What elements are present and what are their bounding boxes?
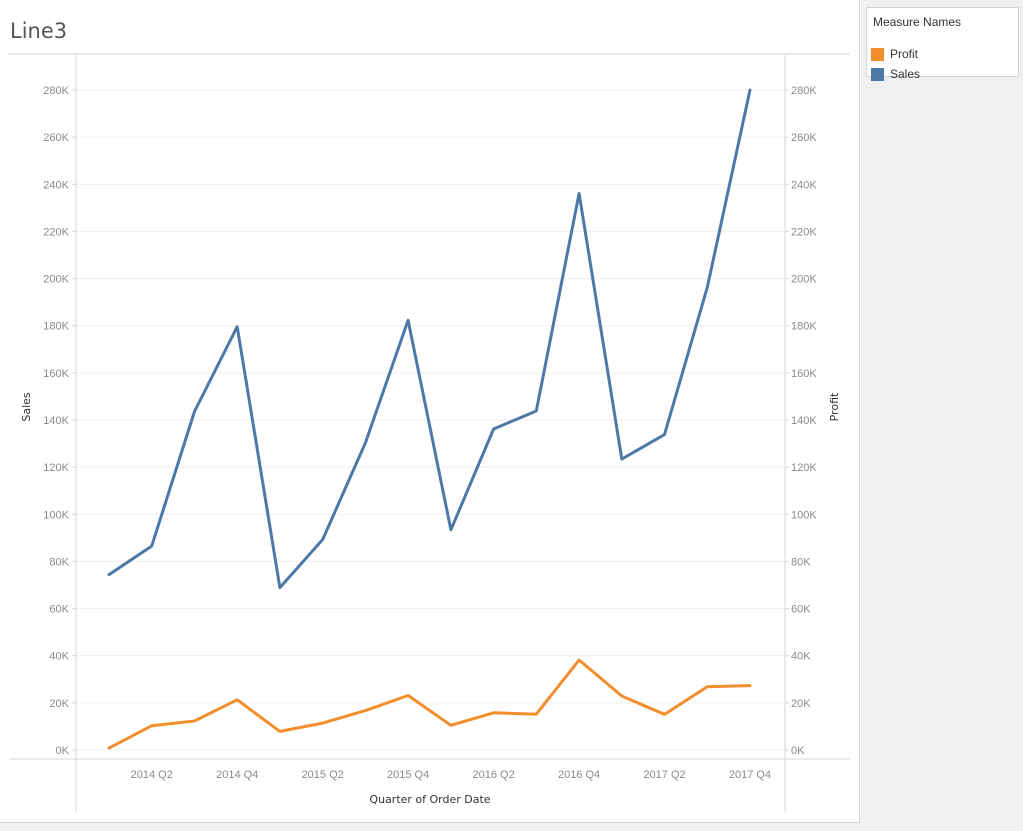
right-tick-label: 120K bbox=[791, 462, 817, 474]
left-y-axis: 0K 20K 40K 60K 80K 100K 120K 140K 160K 180K 200K 22… bbox=[43, 85, 76, 757]
data-point-sales[interactable] bbox=[749, 89, 752, 92]
chart-title: Line3 bbox=[10, 19, 68, 43]
left-tick-label: 160K bbox=[43, 368, 69, 380]
data-point-profit[interactable] bbox=[663, 713, 666, 716]
right-y-axis: 0K 20K 40K 60K 80K 100K 120K 140K 160K 180K 200K 22… bbox=[785, 85, 817, 757]
right-tick-label: 180K bbox=[791, 321, 817, 333]
legend-item-profit[interactable]: Profit bbox=[871, 46, 1011, 64]
sales-swatch bbox=[871, 68, 884, 81]
x-tick-label: 2015 Q4 bbox=[387, 769, 429, 781]
data-point-profit[interactable] bbox=[706, 685, 709, 688]
data-point-profit[interactable] bbox=[407, 694, 410, 697]
data-point-profit[interactable] bbox=[578, 658, 581, 661]
legend-item-sales[interactable]: Sales bbox=[871, 66, 1011, 84]
x-tick-label: 2016 Q2 bbox=[472, 769, 514, 781]
left-tick-label: 180K bbox=[43, 321, 69, 333]
gridlines bbox=[77, 89, 784, 751]
data-point-profit[interactable] bbox=[321, 722, 324, 725]
series-line-sales[interactable] bbox=[107, 88, 752, 590]
data-point-profit[interactable] bbox=[364, 709, 367, 712]
x-tick-label: 2014 Q4 bbox=[216, 769, 258, 781]
data-point-profit[interactable] bbox=[535, 713, 538, 716]
left-y-axis-title: Sales bbox=[20, 392, 33, 422]
left-tick-label: 60K bbox=[49, 604, 69, 616]
data-point-profit[interactable] bbox=[749, 684, 752, 687]
profit-swatch bbox=[871, 48, 884, 61]
series-lines bbox=[107, 88, 752, 750]
x-tick-label: 2017 Q4 bbox=[729, 769, 771, 781]
data-point-profit[interactable] bbox=[449, 724, 452, 727]
right-tick-label: 160K bbox=[791, 368, 817, 380]
data-point-sales[interactable] bbox=[492, 427, 495, 430]
data-point-sales[interactable] bbox=[407, 319, 410, 322]
x-tick-label: 2016 Q4 bbox=[558, 769, 600, 781]
right-tick-label: 200K bbox=[791, 274, 817, 286]
data-point-sales[interactable] bbox=[449, 528, 452, 531]
left-tick-label: 0K bbox=[56, 745, 70, 757]
data-point-sales[interactable] bbox=[278, 586, 281, 589]
data-point-profit[interactable] bbox=[108, 747, 111, 750]
data-point-profit[interactable] bbox=[193, 720, 196, 723]
left-tick-label: 40K bbox=[49, 651, 69, 663]
x-tick-label: 2014 Q2 bbox=[131, 769, 173, 781]
data-point-sales[interactable] bbox=[364, 441, 367, 444]
data-point-profit[interactable] bbox=[150, 724, 153, 727]
data-point-sales[interactable] bbox=[535, 410, 538, 413]
right-tick-label: 20K bbox=[791, 698, 811, 710]
chart-panel: Line3 0K 20K 40K 60K 80K 100K 120K 140K 160K 180K… bbox=[0, 0, 860, 823]
data-point-sales[interactable] bbox=[236, 325, 239, 328]
data-point-profit[interactable] bbox=[278, 730, 281, 733]
legend-title: Measure Names bbox=[873, 15, 962, 29]
right-tick-label: 60K bbox=[791, 604, 811, 616]
data-point-sales[interactable] bbox=[108, 573, 111, 576]
right-tick-label: 260K bbox=[791, 132, 817, 144]
x-axis-title: Quarter of Order Date bbox=[369, 793, 490, 806]
data-point-sales[interactable] bbox=[321, 538, 324, 541]
data-point-profit[interactable] bbox=[620, 695, 623, 698]
left-tick-label: 280K bbox=[43, 85, 69, 97]
left-tick-label: 260K bbox=[43, 132, 69, 144]
legend-label-sales: Sales bbox=[890, 67, 921, 81]
right-tick-label: 280K bbox=[791, 85, 817, 97]
x-axis: 2014 Q2 2014 Q4 2015 Q2 2015 Q4 2016 Q2 2016 … bbox=[131, 769, 771, 781]
left-tick-label: 100K bbox=[43, 509, 69, 521]
right-tick-label: 220K bbox=[791, 226, 817, 238]
right-tick-label: 240K bbox=[791, 179, 817, 191]
right-y-axis-title: Profit bbox=[828, 392, 841, 421]
legend-label-profit: Profit bbox=[890, 47, 919, 61]
left-tick-label: 120K bbox=[43, 462, 69, 474]
data-point-profit[interactable] bbox=[236, 698, 239, 701]
right-tick-label: 40K bbox=[791, 651, 811, 663]
data-point-sales[interactable] bbox=[663, 433, 666, 436]
left-tick-label: 240K bbox=[43, 179, 69, 191]
legend: Measure Names Profit Sales bbox=[866, 7, 1019, 81]
data-point-sales[interactable] bbox=[706, 286, 709, 289]
left-tick-label: 220K bbox=[43, 226, 69, 238]
series-line-profit[interactable] bbox=[107, 658, 752, 750]
left-tick-label: 140K bbox=[43, 415, 69, 427]
right-tick-label: 0K bbox=[791, 745, 805, 757]
x-tick-label: 2015 Q2 bbox=[302, 769, 344, 781]
data-point-sales[interactable] bbox=[150, 545, 153, 548]
line-chart: 0K 20K 40K 60K 80K 100K 120K 140K 160K 180K 200K 22… bbox=[8, 53, 850, 812]
data-point-sales[interactable] bbox=[620, 458, 623, 461]
right-tick-label: 100K bbox=[791, 509, 817, 521]
left-tick-label: 200K bbox=[43, 274, 69, 286]
right-tick-label: 80K bbox=[791, 556, 811, 568]
data-point-sales[interactable] bbox=[193, 410, 196, 413]
data-point-sales[interactable] bbox=[578, 192, 581, 195]
left-tick-label: 20K bbox=[49, 698, 69, 710]
data-point-profit[interactable] bbox=[492, 711, 495, 714]
x-tick-label: 2017 Q2 bbox=[643, 769, 685, 781]
left-tick-label: 80K bbox=[49, 556, 69, 568]
chart-frame bbox=[8, 53, 850, 812]
right-tick-label: 140K bbox=[791, 415, 817, 427]
